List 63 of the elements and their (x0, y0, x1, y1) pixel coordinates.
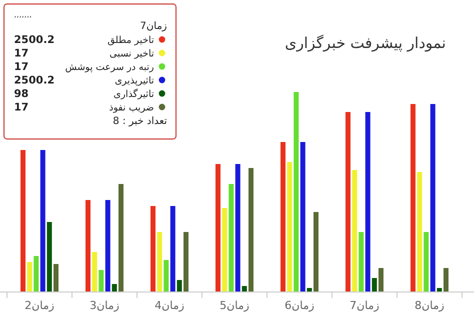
bar (358, 232, 364, 292)
text: 17 (14, 48, 29, 60)
bar (444, 268, 448, 292)
bar (98, 270, 104, 292)
legend-label: تاخیر نسبی (110, 48, 154, 60)
bar (176, 280, 182, 292)
x-tick-label: زمان3 (90, 299, 120, 312)
annotation: 17 (14, 102, 29, 114)
bar (378, 268, 384, 292)
bar (346, 112, 350, 292)
bar (157, 232, 162, 292)
x-tick-label: زمان8 (414, 299, 444, 312)
bar (235, 164, 240, 292)
bar (150, 206, 156, 292)
x-tick-label: زمان2 (24, 299, 54, 312)
text: ,,,,,,, (14, 10, 32, 19)
bar (294, 92, 299, 292)
x-tick-label: زمان4 (154, 299, 184, 312)
annotation: 98 (14, 88, 29, 100)
bar (242, 286, 247, 292)
bar (86, 200, 90, 292)
bar (54, 264, 58, 292)
bar (20, 150, 26, 292)
legend-label: تاخیر مطلق (108, 35, 154, 46)
legend-label: تاثیرگذاری (114, 88, 154, 100)
bar (280, 142, 286, 292)
bar (352, 170, 358, 292)
bar (430, 104, 436, 292)
bar (164, 260, 169, 292)
bar (287, 162, 292, 292)
legend-label: ضریب نفوذ (109, 102, 154, 114)
bar (248, 168, 254, 292)
bar (228, 184, 234, 292)
bar (314, 212, 318, 292)
text: زمان7 (140, 21, 168, 32)
bar (92, 252, 98, 292)
bar (410, 104, 416, 292)
bar (365, 112, 370, 292)
bar (112, 284, 117, 292)
bar (424, 232, 429, 292)
bar (105, 200, 110, 292)
text: 17 (14, 61, 29, 73)
annotation: تعداد خبر : 8 (112, 116, 168, 127)
x-tick-label: زمان7 (350, 299, 380, 312)
x-tick-label: زمان6 (284, 299, 314, 312)
chart-title: نمودار پیشرفت خبرگزاری (284, 34, 446, 52)
bar (184, 232, 188, 292)
bar (34, 256, 39, 292)
bar (222, 208, 228, 292)
legend-label: رتبه در سرعت پوشش (65, 62, 154, 73)
bar (46, 222, 52, 292)
bar (27, 262, 32, 292)
bar (40, 150, 46, 292)
bar (118, 184, 124, 292)
bar (372, 278, 377, 292)
text: 2500.2 (14, 34, 55, 46)
legend-label: تاثیرپذیری (114, 76, 154, 86)
bar (300, 142, 306, 292)
x-tick-label: زمان5 (220, 299, 250, 312)
bar (216, 164, 220, 292)
bar (170, 206, 176, 292)
bar (417, 172, 422, 292)
text: 2500.2 (14, 74, 55, 86)
